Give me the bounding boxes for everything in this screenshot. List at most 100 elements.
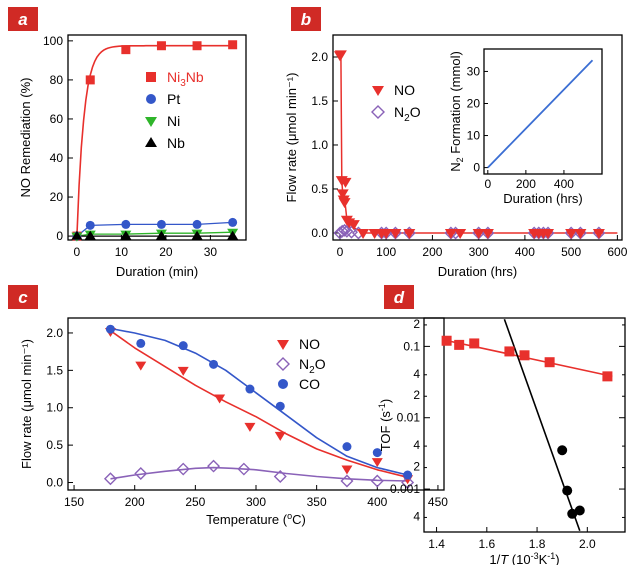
b-n2o-point bbox=[335, 224, 349, 238]
d-ytick-label: 0.1 bbox=[403, 339, 420, 353]
b-no-point bbox=[334, 50, 347, 61]
panel-b: b 0 100 200 300 400 500 6000.00.51.01.52.0Dura… bbox=[284, 7, 628, 279]
c-legend-label-1: N2O bbox=[299, 356, 326, 376]
c-series-2-point bbox=[245, 384, 255, 394]
a-series-0-point bbox=[228, 40, 238, 50]
d-series-0-point bbox=[544, 357, 555, 368]
c-series-0-point bbox=[177, 366, 189, 376]
a-ytick-label: 40 bbox=[50, 151, 64, 165]
panel-d-label: d bbox=[394, 288, 405, 307]
d-series-fit-1 bbox=[503, 318, 581, 532]
c-ytick-label: 0.5 bbox=[46, 438, 63, 452]
c-series-1-point bbox=[273, 470, 287, 484]
b-n2o-point bbox=[338, 223, 352, 237]
c-legend-marker-1 bbox=[276, 357, 290, 371]
b-legend-marker-0 bbox=[372, 86, 384, 96]
panel-b-label-bg bbox=[291, 7, 321, 31]
c-series-2-point bbox=[178, 341, 188, 351]
c-xaxis-label: Temperature (oC) bbox=[206, 511, 306, 527]
a-ytick-label: 100 bbox=[43, 34, 63, 48]
a-xtick-label: 30 bbox=[204, 245, 218, 259]
b-no-point bbox=[454, 228, 467, 239]
b-legend-label-1: N2O bbox=[394, 104, 421, 124]
a-legend-label-3: Nb bbox=[167, 135, 185, 151]
a-ni3nb-fit-line bbox=[76, 44, 235, 237]
c-yaxis-label: Flow rate (μmol min⁻¹) bbox=[19, 339, 34, 469]
a-series-0-point bbox=[85, 75, 95, 85]
a-legend-marker-0 bbox=[146, 72, 156, 82]
panel-c-label: c bbox=[18, 288, 28, 307]
b-inset-xtick-label: 400 bbox=[554, 177, 574, 191]
c-series-0-point bbox=[214, 394, 226, 404]
c-xtick-label: 150 bbox=[64, 495, 84, 509]
b-ytick-label: 0.0 bbox=[311, 226, 328, 240]
b-xaxis-label: Duration (hrs) bbox=[438, 264, 517, 279]
d-xaxis-label: 1/T (10-3K-1) bbox=[489, 551, 559, 565]
d-ytick-minor-label: 2 bbox=[413, 388, 420, 402]
d-xtick-label: 1.4 bbox=[428, 537, 445, 551]
c-series-1-point bbox=[207, 459, 221, 473]
a-series-3-point bbox=[120, 230, 132, 240]
c-series-curve-2 bbox=[110, 327, 408, 476]
b-ytick-label: 1.0 bbox=[311, 138, 328, 152]
a-legend-label-2: Ni bbox=[167, 113, 180, 129]
d-ytick-label: 0.001 bbox=[390, 482, 420, 496]
c-legend-marker-0 bbox=[277, 340, 289, 350]
c-series-2-point bbox=[372, 448, 382, 458]
a-series-0-point bbox=[121, 45, 131, 55]
b-no-point bbox=[565, 228, 578, 239]
a-ytick-label: 60 bbox=[50, 112, 64, 126]
d-series-1-point bbox=[567, 508, 578, 519]
b-inset-yaxis-label: N2 Formation (mmol) bbox=[448, 51, 465, 172]
c-ytick-label: 1.0 bbox=[46, 401, 63, 415]
a-legend-marker-1 bbox=[146, 94, 156, 104]
c-legend-marker-2 bbox=[278, 379, 288, 389]
panel-c-label-bg bbox=[8, 285, 38, 309]
c-xtick-label: 450 bbox=[428, 495, 448, 509]
b-xtick-label: 400 bbox=[515, 245, 535, 259]
a-series-3-point bbox=[227, 230, 239, 240]
c-series-1-point bbox=[340, 474, 354, 488]
b-xtick-label: 100 bbox=[376, 245, 396, 259]
c-legend-label-2: CO bbox=[299, 376, 320, 392]
a-series-0-point bbox=[156, 41, 166, 51]
a-ytick-label: 20 bbox=[50, 190, 64, 204]
a-series-1-point bbox=[228, 217, 238, 227]
b-inset-xaxis-label: Duration (hrs) bbox=[503, 191, 582, 206]
b-no-point bbox=[444, 228, 457, 239]
panel-a-label: a bbox=[18, 10, 27, 29]
b-no-point bbox=[403, 228, 416, 239]
d-xtick-label: 1.8 bbox=[529, 537, 546, 551]
a-series-0-point bbox=[192, 41, 202, 51]
d-ytick-minor-label: 2 bbox=[413, 317, 420, 331]
d-series-0-point bbox=[469, 338, 480, 349]
b-no-point bbox=[542, 228, 555, 239]
d-xtick-label: 2.0 bbox=[579, 537, 596, 551]
b-inset-xtick-label: 200 bbox=[516, 177, 536, 191]
d-series-0-point bbox=[454, 339, 465, 350]
b-no-point bbox=[574, 228, 587, 239]
c-series-1-point bbox=[370, 474, 384, 488]
c-series-2-point bbox=[403, 470, 413, 480]
a-legend-label-1: Pt bbox=[167, 91, 180, 107]
c-series-curve-1 bbox=[110, 466, 408, 482]
b-no-point bbox=[592, 228, 605, 239]
c-ytick-label: 0.0 bbox=[46, 476, 63, 490]
b-xtick-label: 200 bbox=[422, 245, 442, 259]
d-plot-frame bbox=[423, 317, 626, 533]
panel-d-label-bg bbox=[384, 285, 414, 309]
c-series-curve-0 bbox=[110, 330, 408, 479]
a-series-1-point bbox=[192, 219, 202, 229]
d-ytick-minor-label: 4 bbox=[413, 438, 420, 452]
c-series-0-point bbox=[341, 465, 353, 475]
b-ytick-label: 1.5 bbox=[311, 94, 328, 108]
c-series-1-point bbox=[176, 462, 190, 476]
d-series-1-point bbox=[562, 485, 573, 496]
b-inset-n2-line bbox=[487, 59, 594, 169]
panel-c: c 150 200 250 300 350 400 450 0.0 0.5 1.0 1.5 2.0 Te… bbox=[8, 285, 448, 527]
a-ytick-label: 80 bbox=[50, 73, 64, 87]
c-xtick-label: 350 bbox=[307, 495, 327, 509]
c-series-2-point bbox=[136, 338, 146, 348]
b-xtick-label: 0 bbox=[337, 245, 344, 259]
